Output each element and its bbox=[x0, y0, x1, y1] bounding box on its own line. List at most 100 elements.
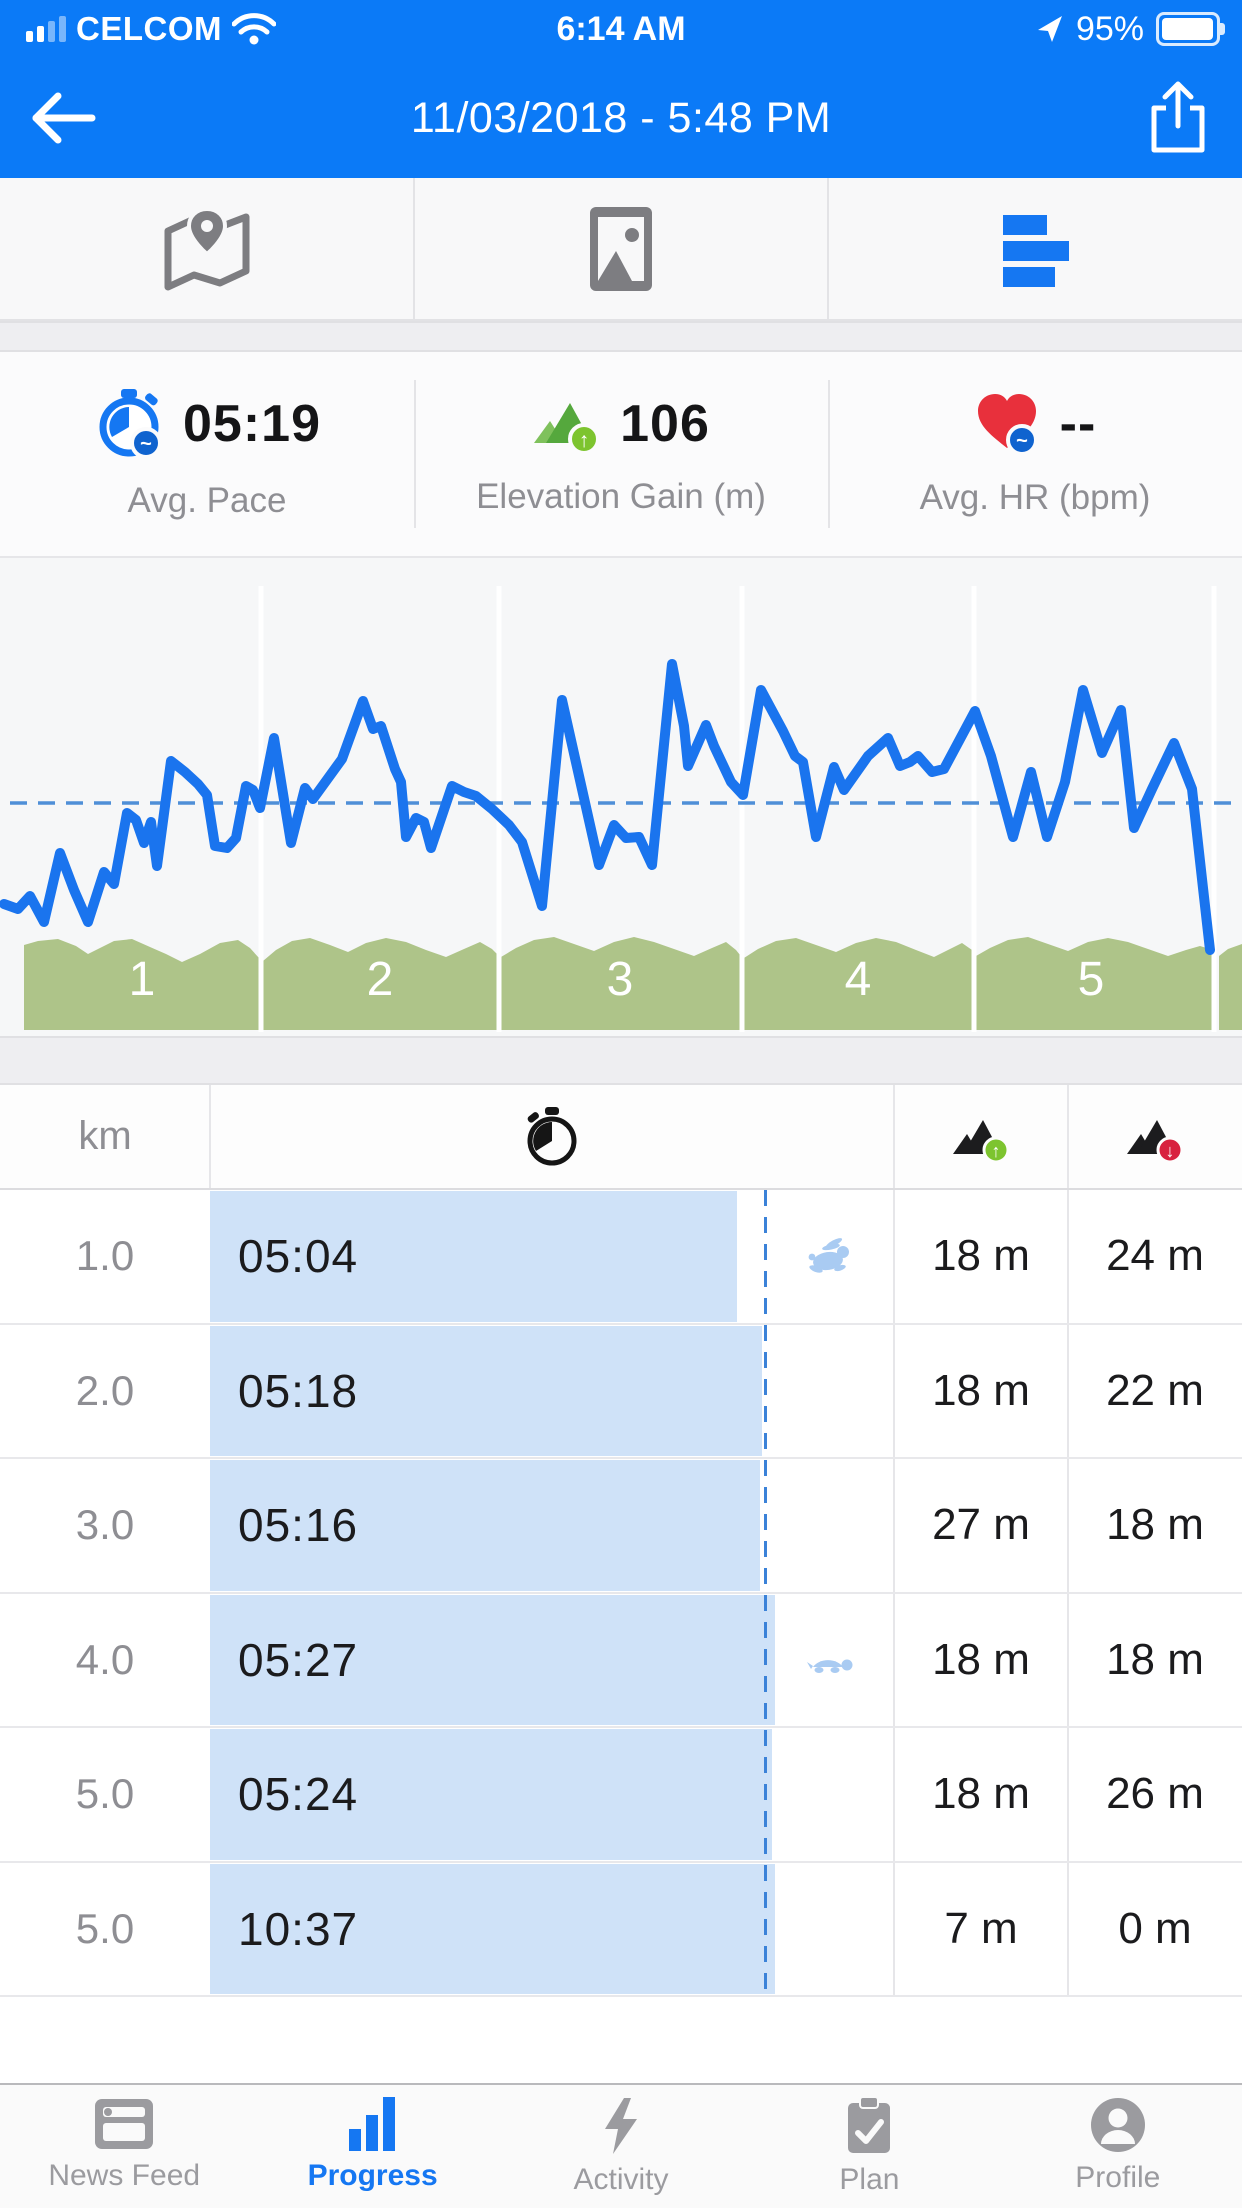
tab-activity[interactable]: Activity bbox=[497, 2085, 745, 2208]
split-row-2[interactable]: 2.0 05:18 18 m 22 m bbox=[0, 1325, 1242, 1459]
battery-icon bbox=[1156, 12, 1225, 46]
pace-line bbox=[0, 659, 1215, 955]
wifi-icon bbox=[232, 13, 276, 45]
back-button[interactable] bbox=[30, 88, 100, 148]
pace-value: 05:04 bbox=[238, 1230, 359, 1283]
pace-bar bbox=[210, 1729, 772, 1860]
section-gap bbox=[0, 321, 1242, 352]
split-row-4[interactable]: 4.0 05:27 18 m 18 m bbox=[0, 1594, 1242, 1728]
km-cell: 3.0 bbox=[75, 1501, 135, 1549]
stat-elevation-gain: ↑ 106 Elevation Gain (m) bbox=[414, 352, 828, 556]
map-icon bbox=[164, 206, 250, 290]
svg-text:~: ~ bbox=[1016, 430, 1028, 452]
clipboard-check-icon bbox=[848, 2097, 891, 2153]
pace-value: 10:37 bbox=[238, 1902, 359, 1955]
lightning-bolt-icon bbox=[605, 2098, 638, 2154]
rabbit-icon bbox=[808, 1238, 849, 1273]
tab-progress[interactable]: Progress bbox=[248, 2085, 496, 2208]
loss-cell: 24 m bbox=[1106, 1231, 1204, 1281]
loss-cell: 22 m bbox=[1106, 1365, 1204, 1415]
stat-avg-pace: ~ 05:19 Avg. Pace bbox=[0, 352, 414, 556]
pace-value: 05:18 bbox=[238, 1364, 359, 1417]
km-label: 5 bbox=[1078, 953, 1105, 1006]
svg-text:↑: ↑ bbox=[992, 1141, 1001, 1161]
header-background bbox=[0, 0, 1242, 178]
pace-bar bbox=[210, 1191, 737, 1322]
column-divider bbox=[893, 1085, 895, 1188]
svg-text:↓: ↓ bbox=[1166, 1141, 1175, 1161]
pace-chart: 1 2 3 4 5 bbox=[0, 556, 1242, 1036]
share-icon bbox=[1151, 81, 1205, 153]
svg-text:~: ~ bbox=[140, 433, 152, 455]
stat-avg-hr: ~ -- Avg. HR (bpm) bbox=[828, 352, 1242, 556]
loss-cell: 18 m bbox=[1106, 1500, 1204, 1550]
loss-cell: 18 m bbox=[1106, 1634, 1204, 1684]
pace-chart-svg: 1 2 3 4 5 bbox=[0, 586, 1242, 1032]
tab-profile[interactable]: Profile bbox=[994, 2085, 1242, 2208]
avg-pace-value: 05:19 bbox=[183, 395, 321, 453]
elevation-loss-column-icon: ↓ bbox=[1127, 1119, 1184, 1163]
tab-news-feed[interactable]: News Feed bbox=[0, 2085, 248, 2208]
column-divider bbox=[893, 1190, 895, 1997]
tab-stats[interactable] bbox=[827, 178, 1242, 319]
column-divider bbox=[1067, 1085, 1069, 1188]
pace-value: 05:27 bbox=[238, 1633, 359, 1686]
heart-icon: ~ bbox=[977, 394, 1038, 456]
clock-label: 6:14 AM bbox=[556, 9, 686, 48]
column-divider bbox=[209, 1085, 211, 1188]
slowest-split-marker bbox=[800, 1594, 860, 1727]
tab-label: News Feed bbox=[48, 2159, 201, 2192]
split-row-6[interactable]: 5.0 10:37 7 m 0 m bbox=[0, 1863, 1242, 1997]
tab-photos[interactable] bbox=[412, 178, 828, 319]
mountain-up-icon: ↑ bbox=[534, 403, 601, 455]
km-label: 2 bbox=[367, 953, 394, 1006]
fastest-split-marker bbox=[800, 1190, 860, 1323]
splits-table-body: 1.0 05:04 18 m 24 m bbox=[0, 1190, 1242, 1997]
split-row-1[interactable]: 1.0 05:04 18 m 24 m bbox=[0, 1190, 1242, 1325]
pace-bar bbox=[210, 1325, 762, 1456]
avg-pace-marker-line bbox=[764, 1190, 767, 1997]
pace-bar bbox=[210, 1863, 775, 1994]
share-button[interactable] bbox=[1146, 80, 1210, 156]
stats-bars-icon bbox=[1002, 214, 1069, 287]
avg-hr-label: Avg. HR (bpm) bbox=[919, 478, 1151, 517]
elevation-area bbox=[24, 937, 1213, 1030]
tab-label: Profile bbox=[1075, 2161, 1161, 2194]
gain-cell: 18 m bbox=[932, 1634, 1030, 1684]
tab-label: Progress bbox=[307, 2159, 438, 2192]
gain-cell: 18 m bbox=[932, 1231, 1030, 1281]
elevation-area-sliver bbox=[1219, 944, 1242, 1030]
tab-label: Activity bbox=[573, 2163, 669, 2196]
tab-plan[interactable]: Plan bbox=[745, 2085, 993, 2208]
bottom-tab-bar: News Feed Progress Activity Plan bbox=[0, 2083, 1242, 2208]
cell-signal-icon bbox=[26, 16, 66, 42]
km-cell: 5.0 bbox=[75, 1770, 135, 1818]
pace-bar bbox=[210, 1594, 775, 1725]
pace-bar bbox=[210, 1460, 760, 1591]
avg-pace-label: Avg. Pace bbox=[127, 481, 287, 520]
split-row-3[interactable]: 3.0 05:16 27 m 18 m bbox=[0, 1459, 1242, 1594]
section-gap bbox=[0, 1036, 1242, 1085]
tab-label: Plan bbox=[839, 2163, 900, 2196]
column-divider bbox=[1067, 1190, 1069, 1997]
summary-stats: ~ 05:19 Avg. Pace ↑ 106 Elevation Gain (… bbox=[0, 352, 1242, 556]
loss-cell: 26 m bbox=[1106, 1769, 1204, 1819]
split-row-5[interactable]: 5.0 05:24 18 m 26 m bbox=[0, 1728, 1242, 1863]
news-feed-icon bbox=[95, 2099, 154, 2149]
km-cell: 5.0 bbox=[75, 1904, 135, 1952]
media-tab-bar bbox=[0, 178, 1242, 321]
km-label: 4 bbox=[845, 953, 872, 1006]
km-column-header: km bbox=[78, 1114, 132, 1158]
gain-cell: 27 m bbox=[932, 1500, 1030, 1550]
km-cell: 1.0 bbox=[75, 1232, 135, 1280]
tab-map[interactable] bbox=[0, 178, 413, 319]
turtle-icon bbox=[807, 1659, 853, 1673]
carrier-label: CELCOM bbox=[76, 10, 222, 47]
photo-icon bbox=[590, 206, 652, 291]
status-bar: CELCOM 6:14 AM 95% bbox=[0, 0, 1242, 58]
km-cell: 4.0 bbox=[75, 1635, 135, 1683]
page-title: 11/03/2018 - 5:48 PM bbox=[410, 93, 832, 142]
km-cell: 2.0 bbox=[75, 1366, 135, 1414]
stopwatch-column-icon bbox=[527, 1106, 577, 1165]
